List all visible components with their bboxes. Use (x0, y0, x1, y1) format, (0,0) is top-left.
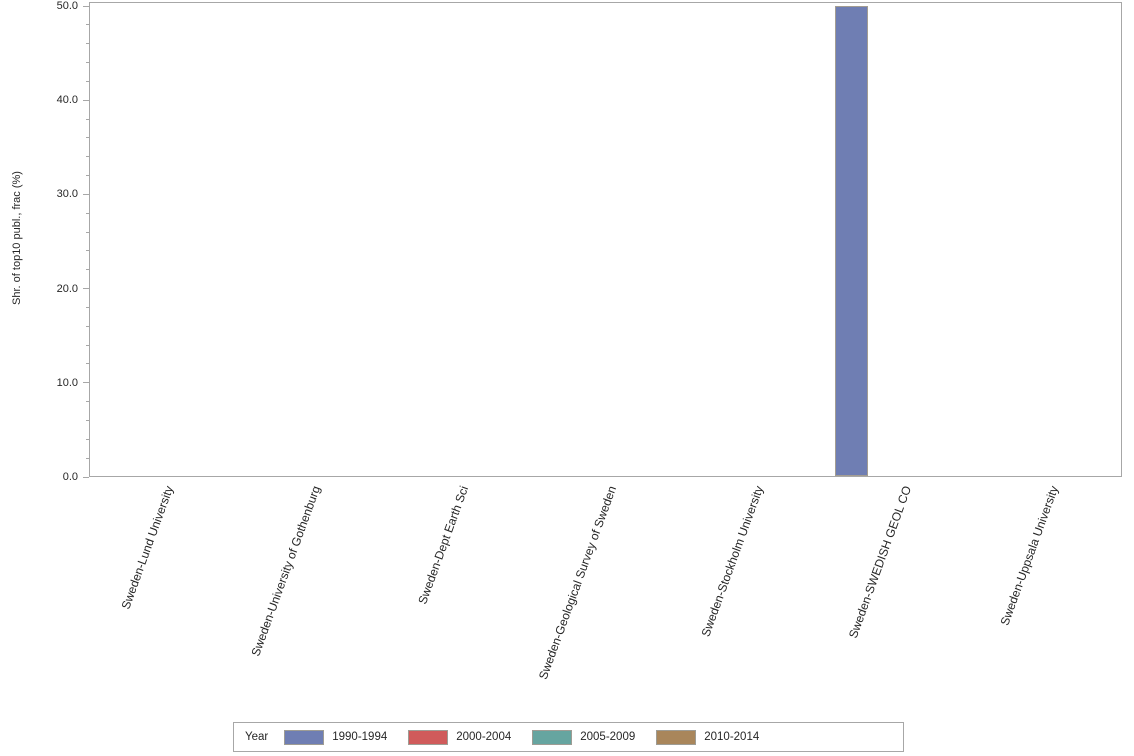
y-minor-tick (86, 250, 89, 252)
x-category-label: Sweden-Uppsala University (997, 484, 1062, 628)
bar-1990-1994-Sweden-SWEDISH GEOL CO (835, 5, 869, 476)
y-tick-label: 10.0 (56, 376, 78, 389)
y-minor-tick (86, 457, 89, 459)
legend-entry-label: 2000-2004 (456, 731, 512, 743)
y-minor-tick (86, 62, 89, 64)
legend-swatch-2005-2009 (532, 729, 573, 745)
x-axis-labels: Sweden-Lund University Sweden-University … (89, 477, 1122, 717)
legend: Year 1990-1994 2000-2004 2005-2009 2010-201… (233, 722, 904, 752)
legend-swatch-2000-2004 (408, 729, 449, 745)
y-major-tick (83, 288, 89, 290)
legend-entry: 2005-2009 (532, 729, 636, 745)
y-minor-tick (86, 212, 89, 214)
x-category-label: Sweden-Lund University (118, 484, 176, 612)
legend-entries: 1990-1994 2000-2004 2005-2009 2010-2014 (284, 729, 780, 745)
legend-entry: 1990-1994 (284, 729, 388, 745)
y-minor-tick (86, 344, 89, 346)
y-minor-tick (86, 24, 89, 26)
y-minor-tick (86, 231, 89, 233)
y-minor-tick (86, 363, 89, 365)
legend-swatch-2010-2014 (656, 729, 697, 745)
y-tick-label: 50.0 (56, 0, 78, 12)
y-tick-label: 30.0 (56, 188, 78, 201)
legend-swatch-1990-1994 (284, 729, 325, 745)
legend-entry-label: 2005-2009 (580, 731, 636, 743)
plot-area (89, 2, 1122, 477)
legend-title: Year (245, 731, 269, 743)
y-minor-tick (86, 306, 89, 308)
y-minor-tick (86, 118, 89, 120)
x-category-label: Sweden-University of Gothenburg (248, 484, 324, 659)
y-minor-tick (86, 175, 89, 177)
y-minor-tick (86, 269, 89, 271)
y-major-tick (83, 382, 89, 384)
x-category-label: Sweden-Dept Earth Sci (415, 484, 472, 607)
y-major-tick (83, 99, 89, 101)
x-category-label: Sweden-Geological Survey of Sweden (535, 484, 619, 682)
y-minor-tick (86, 401, 89, 403)
legend-entry-label: 2010-2014 (704, 731, 760, 743)
y-major-tick (83, 476, 89, 478)
y-major-tick (83, 193, 89, 195)
y-tick-label: 0.0 (62, 471, 78, 483)
y-minor-tick (86, 43, 89, 45)
y-minor-tick (86, 80, 89, 82)
y-minor-tick (86, 156, 89, 158)
y-minor-tick (86, 325, 89, 327)
legend-entry: 2000-2004 (408, 729, 512, 745)
x-category-label: Sweden-SWEDISH GEOL CO (845, 484, 914, 641)
y-tick-label: 20.0 (56, 282, 78, 295)
x-category-label: Sweden-Stockholm University (698, 484, 767, 639)
y-major-tick (83, 5, 89, 7)
legend-entry-label: 1990-1994 (332, 731, 388, 743)
y-minor-tick (86, 419, 89, 421)
y-minor-tick (86, 137, 89, 139)
y-axis: 0.0 10.0 20.0 30.0 40.0 50.0 (0, 0, 89, 483)
y-minor-tick (86, 438, 89, 440)
legend-entry: 2010-2014 (656, 729, 760, 745)
y-tick-label: 40.0 (56, 94, 78, 107)
